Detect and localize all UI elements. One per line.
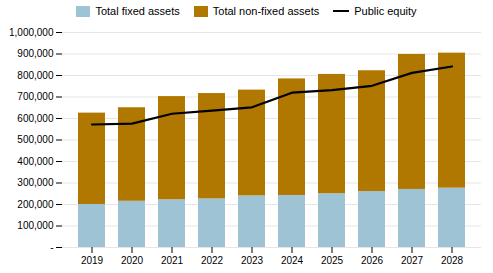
svg-text:2027: 2027: [401, 255, 424, 266]
svg-text:500,000: 500,000: [17, 134, 54, 145]
svg-text:100,000: 100,000: [17, 220, 54, 231]
svg-text:2023: 2023: [241, 255, 264, 266]
svg-text:2019: 2019: [81, 255, 104, 266]
html-text:Public equity: Public equity: [354, 5, 417, 17]
svg-text:2024: 2024: [281, 255, 304, 266]
svg-text:2025: 2025: [321, 255, 344, 266]
html-text:Total non-fixed assets: Total non-fixed assets: [212, 5, 320, 17]
svg-text:2021: 2021: [161, 255, 184, 266]
svg-text:-: -: [50, 242, 53, 253]
svg-text:2022: 2022: [201, 255, 224, 266]
svg-text:600,000: 600,000: [17, 113, 54, 124]
svg-text:2026: 2026: [361, 255, 384, 266]
svg-text:1,000,000: 1,000,000: [9, 27, 54, 38]
svg-text:800,000: 800,000: [17, 70, 54, 81]
html-text:Total fixed assets: Total fixed assets: [95, 5, 180, 17]
svg-text:2020: 2020: [121, 255, 144, 266]
svg-text:900,000: 900,000: [17, 48, 54, 59]
svg-text:2028: 2028: [441, 255, 464, 266]
svg-text:300,000: 300,000: [17, 177, 54, 188]
svg-text:200,000: 200,000: [17, 199, 54, 210]
svg-text:400,000: 400,000: [17, 156, 54, 167]
svg-text:700,000: 700,000: [17, 91, 54, 102]
